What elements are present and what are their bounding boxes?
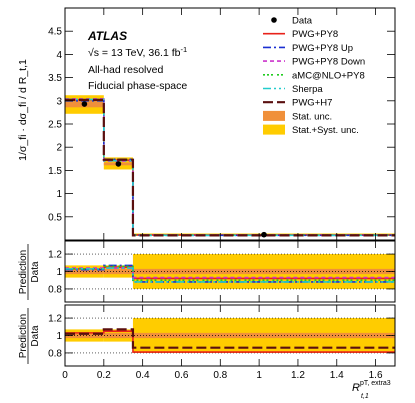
y-axis-title-ratio-2: Prediction Data	[18, 308, 41, 364]
legend-label-0: PWG+PY8	[292, 29, 338, 40]
ratio-panel-2: 0.8 1 1.2 0 0.2 0.4 0.6 0.8 1 1.2 1.4 1.6	[48, 304, 396, 381]
stat-band-bin-1	[103, 332, 133, 339]
x-axis-title: RpT, extra3	[352, 380, 391, 394]
ratio-2-numerator: Prediction	[18, 314, 29, 358]
legend-data-marker	[271, 17, 277, 23]
x-tick-label-6: 1.2	[291, 370, 305, 381]
main-panel: 0.5 1 1.5 2 2.5 3 3.5 4 4.5	[48, 7, 396, 241]
x-tick-label-3: 0.6	[175, 370, 189, 381]
series-2-line	[65, 267, 395, 279]
ratio-1-numerator: Prediction	[18, 250, 29, 294]
stat-band-bin-1	[103, 268, 133, 275]
ratio-2-denominator: Data	[30, 325, 41, 347]
y-tick-label-3: 2	[56, 143, 62, 154]
x-tick-label-4: 0.8	[213, 370, 227, 381]
legend-syst-label: Stat.+Syst. unc.	[292, 125, 359, 136]
x-tick-label-5: 1	[256, 370, 262, 381]
phase-space-label: Fiducial phase-space	[88, 80, 187, 92]
data-point-2	[261, 231, 267, 238]
x-tick-label-0: 0	[62, 370, 68, 381]
y-axis-title-ratio-1: Prediction Data	[18, 244, 41, 300]
legend-label-3: aMC@NLO+PY8	[292, 70, 365, 81]
legend-stat-swatch	[263, 110, 285, 121]
y-tick-label-2: 1.2	[48, 250, 62, 261]
legend-label-2: PWG+PY8 Down	[292, 57, 365, 68]
energy-text: √s = 13 TeV, 36.1 fb	[88, 47, 181, 59]
y-tick-label-2: 1.2	[48, 314, 62, 325]
ratio-1-denominator: Data	[30, 261, 41, 283]
x-axis-title-sup: pT, extra3	[360, 380, 391, 387]
y-tick-label-4: 2.5	[48, 120, 62, 131]
y-tick-label-0: 0.8	[48, 284, 62, 295]
ratio-panel-1: 0.8 1 1.2	[48, 240, 396, 303]
y-tick-label-8: 4.5	[48, 27, 62, 38]
legend-syst-swatch	[263, 124, 285, 135]
y-tick-label-5: 3	[56, 96, 62, 107]
series-5-line	[65, 98, 395, 237]
y-tick-label-1: 1	[56, 267, 62, 278]
y-tick-label-1: 1	[56, 189, 62, 200]
x-axis-title-main: R	[352, 382, 360, 394]
legend-label-1: PWG+PY8 Up	[292, 43, 353, 54]
y-tick-label-0: 0.8	[48, 348, 62, 359]
series-1-line	[65, 328, 395, 349]
legend-data-label: Data	[292, 16, 313, 27]
legend-label-5: PWG+H7	[292, 98, 332, 109]
data-point-0	[81, 101, 88, 107]
y-axis-title-main: 1/σ_fi · dσ_fi / d R_t,1	[17, 59, 29, 161]
energy-label: √s = 13 TeV, 36.1 fb-1	[88, 45, 187, 59]
y-tick-label-2: 1.5	[48, 166, 62, 177]
x-tick-label-7: 1.4	[330, 370, 344, 381]
legend-label-4: Sherpa	[292, 84, 323, 95]
x-axis-title-sub: t,1	[361, 393, 369, 400]
selection-label: All-had resolved	[88, 64, 163, 76]
y-tick-label-6: 3.5	[48, 73, 62, 84]
x-tick-label-2: 0.4	[136, 370, 150, 381]
energy-sup: -1	[180, 45, 187, 54]
stat-band-bin-0	[65, 332, 104, 339]
series-4-line	[65, 267, 395, 283]
experiment-label: ATLAS	[87, 29, 127, 43]
legend: Data PWG+PY8 PWG+PY8 Up PWG+PY8 Down aMC@NLO…	[263, 16, 365, 136]
y-tick-label-7: 4	[56, 50, 62, 61]
data-point-1	[115, 161, 122, 167]
legend-stat-label: Stat. unc.	[292, 111, 332, 122]
x-tick-label-1: 0.2	[97, 370, 111, 381]
y-tick-label-0: 0.5	[48, 212, 62, 223]
stat-band-bin-0	[65, 268, 104, 275]
y-tick-label-1: 1	[56, 331, 62, 342]
x-tick-label-8: 1.6	[369, 370, 383, 381]
